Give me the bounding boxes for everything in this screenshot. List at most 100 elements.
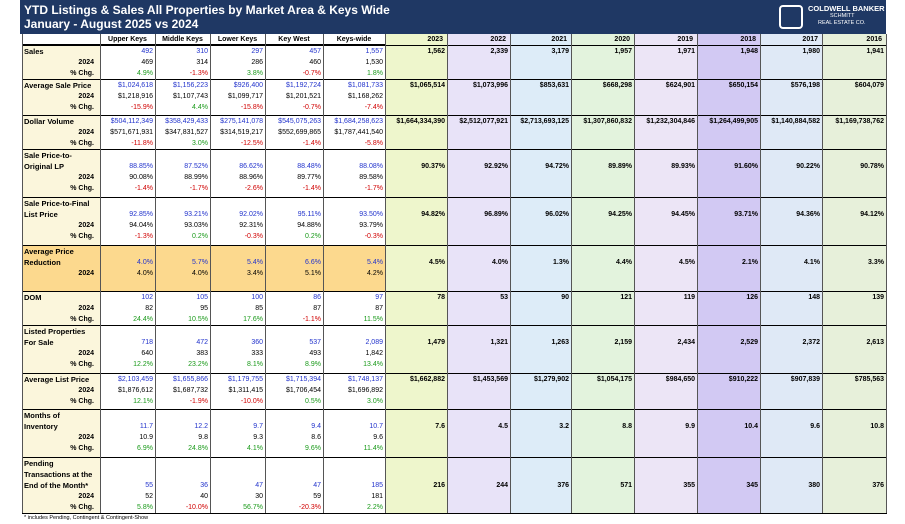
value: -0.3%	[364, 233, 383, 240]
year-cell	[447, 325, 510, 373]
year-value: 93.71%	[734, 211, 758, 218]
value: -20.3%	[298, 504, 321, 511]
value: 4.0%	[192, 270, 208, 277]
value: -0.3%	[244, 233, 263, 240]
year-cell	[510, 373, 571, 409]
column-rule	[447, 34, 448, 513]
year-value: 571	[620, 482, 632, 489]
value: $358,429,433	[165, 118, 208, 125]
subtitle: January - August 2025 vs 2024	[24, 17, 199, 31]
year-cell	[822, 409, 886, 457]
value: 3.8%	[247, 70, 263, 77]
value: $1,655,866	[172, 376, 208, 383]
value: -1.3%	[189, 70, 208, 77]
year-cell	[697, 409, 760, 457]
row-label: % Chg.	[70, 316, 94, 323]
column-header: Middle Keys	[162, 36, 203, 43]
year-cell	[385, 45, 447, 79]
year-value: $785,563	[854, 376, 884, 383]
value: 8.1%	[247, 361, 263, 368]
area-cells	[100, 373, 385, 409]
section-label: Average Sale Price	[24, 81, 92, 90]
value: 85	[255, 305, 263, 312]
column-rule	[571, 34, 572, 513]
value: -1.9%	[189, 398, 208, 405]
year-value: $1,307,860,832	[583, 118, 632, 125]
year-value: 91.60%	[734, 163, 758, 170]
table-bottom	[22, 513, 887, 514]
column-rule	[634, 34, 635, 513]
value: 94.04%	[129, 222, 153, 229]
year-cell	[447, 291, 510, 325]
year-value: 1,562	[427, 48, 445, 55]
year-cell	[822, 373, 886, 409]
value: 93.03%	[184, 222, 208, 229]
year-value: 244	[496, 482, 508, 489]
value: 87	[313, 305, 321, 312]
value: 310	[196, 48, 208, 55]
year-cell	[447, 245, 510, 291]
year-cell	[822, 115, 886, 149]
year-cell	[510, 291, 571, 325]
year-cell	[385, 245, 447, 291]
row-label: % Chg.	[70, 70, 94, 77]
section-label: Listed Properties	[24, 327, 86, 336]
year-cell	[510, 79, 571, 115]
value: -1.7%	[364, 185, 383, 192]
title: YTD Listings & Sales All Properties by M…	[24, 3, 390, 17]
value: 93.50%	[359, 211, 383, 218]
column-rule	[822, 34, 823, 513]
section-label: Average Price	[24, 247, 74, 256]
year-cell	[697, 457, 760, 513]
year-cell	[634, 457, 697, 513]
column-header: 2020	[571, 34, 634, 45]
section-label: End of the Month*	[24, 481, 89, 490]
year-cell	[760, 197, 822, 245]
value: -15.8%	[240, 104, 263, 111]
column-rule	[886, 34, 887, 513]
value: 640	[141, 350, 153, 357]
column-rule	[697, 34, 698, 513]
year-value: 96.89%	[484, 211, 508, 218]
year-value: $907,839	[790, 376, 820, 383]
value: $1,696,892	[347, 387, 383, 394]
year-value: 376	[872, 482, 884, 489]
value: 82	[145, 305, 153, 312]
value: 9.8	[198, 434, 208, 441]
year-value: 94.12%	[860, 211, 884, 218]
value: 286	[251, 59, 263, 66]
year-value: 10.4	[744, 423, 758, 430]
year-cell	[571, 245, 634, 291]
value: 5.4%	[367, 259, 383, 266]
value: 55	[145, 482, 153, 489]
column-header: 2016	[822, 34, 886, 45]
year-cell	[385, 373, 447, 409]
value: 95.11%	[297, 211, 321, 218]
area-cells	[100, 45, 385, 79]
year-cell	[385, 457, 447, 513]
label-cell	[22, 373, 100, 409]
year-value: $1,140,884,582	[771, 118, 820, 125]
value: $1,179,755	[227, 376, 263, 383]
value: 9.4	[311, 423, 321, 430]
value: $1,192,724	[285, 82, 321, 89]
value: 89.58%	[359, 174, 383, 181]
value: 24.8%	[188, 445, 208, 452]
year-cell	[760, 291, 822, 325]
year-cell	[697, 197, 760, 245]
area-cells	[100, 325, 385, 373]
value: 13.4%	[363, 361, 383, 368]
value: 297	[251, 48, 263, 55]
year-cell	[571, 149, 634, 197]
year-cell	[571, 115, 634, 149]
year-value: 1,980	[802, 48, 820, 55]
label-cell	[22, 115, 100, 149]
year-value: 1,941	[866, 48, 884, 55]
section-label: Dollar Volume	[24, 117, 74, 126]
value: -1.7%	[189, 185, 208, 192]
year-value: 9.9	[685, 423, 695, 430]
year-value: 53	[500, 294, 508, 301]
year-value: 121	[620, 294, 632, 301]
year-value: $1,453,569	[472, 376, 508, 383]
